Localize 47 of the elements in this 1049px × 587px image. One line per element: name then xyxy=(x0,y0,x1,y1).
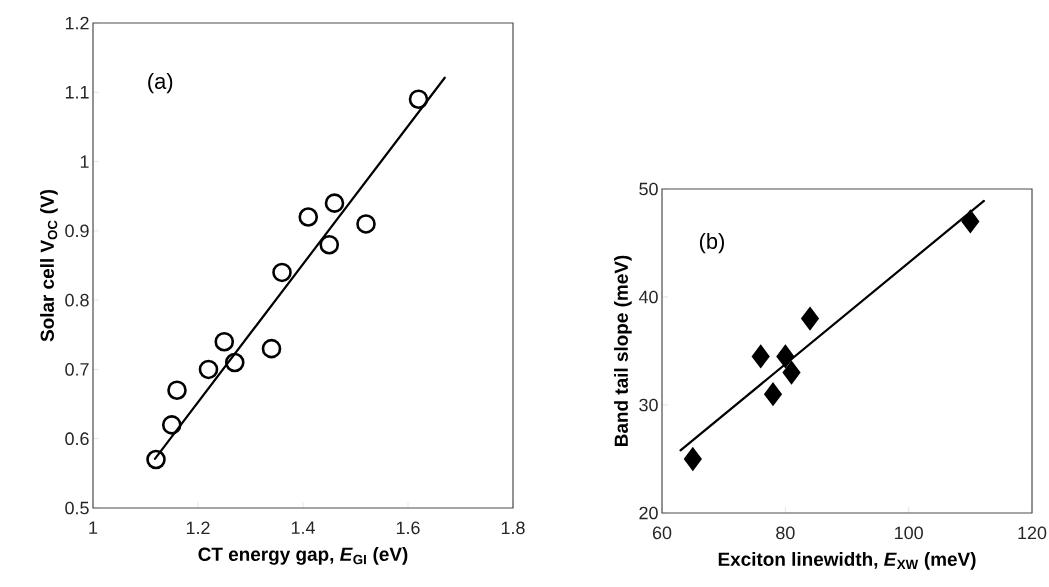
annotation: (b) xyxy=(699,232,724,254)
point xyxy=(801,307,819,330)
point xyxy=(214,331,235,352)
point xyxy=(198,359,219,380)
point xyxy=(776,345,795,368)
y-tick-label: 50 xyxy=(639,182,658,196)
point xyxy=(261,338,282,359)
point xyxy=(146,449,166,470)
x-tick-label: 80 xyxy=(776,526,795,540)
annotation: (a) xyxy=(148,72,173,94)
point xyxy=(782,361,801,384)
point xyxy=(167,380,187,401)
x-axis-title: Exciton linewidth, E$_{XW}$ (meV) xyxy=(718,552,976,570)
x-tick-label: 1.4 xyxy=(291,521,315,534)
point xyxy=(751,345,770,368)
point xyxy=(298,207,319,227)
point xyxy=(961,210,980,233)
y-tick-label: 0.5 xyxy=(65,501,89,515)
x-tick-label: 120 xyxy=(1018,526,1047,540)
y-tick-label: 40 xyxy=(638,290,658,304)
point xyxy=(408,89,429,110)
point xyxy=(764,382,782,406)
point xyxy=(319,234,340,255)
x-tick-label: 60 xyxy=(652,526,672,540)
y-tick-label: 30 xyxy=(639,398,658,412)
y-axis-title: Band tail slope (meV) xyxy=(614,255,632,446)
x-tick-label: 1 xyxy=(89,521,98,534)
y-tick-label: 1 xyxy=(80,155,89,168)
point xyxy=(684,447,702,471)
y-tick-label: 0.8 xyxy=(65,293,89,307)
y-tick-label: 0.6 xyxy=(65,432,89,446)
x-tick-label: 1.2 xyxy=(186,521,210,535)
point xyxy=(356,214,376,234)
y-tick-label: 20 xyxy=(639,506,658,520)
y-tick-label: 1.2 xyxy=(65,16,89,30)
y-axis-title: Solar cell V$_{OC}$ (V) xyxy=(40,189,58,342)
point xyxy=(224,352,245,373)
point xyxy=(272,262,292,283)
point xyxy=(161,415,182,435)
x-tick-label: 1.6 xyxy=(396,521,420,535)
point xyxy=(324,193,345,213)
x-tick-label: 1.8 xyxy=(501,521,525,535)
y-tick-label: 1.1 xyxy=(65,86,89,99)
y-tick-label: 0.9 xyxy=(65,224,89,238)
y-tick-label: 0.7 xyxy=(65,363,89,376)
x-axis-title: CT energy gap, E$_{GI}$ (eV) xyxy=(198,547,408,565)
x-tick-label: 100 xyxy=(895,526,923,540)
